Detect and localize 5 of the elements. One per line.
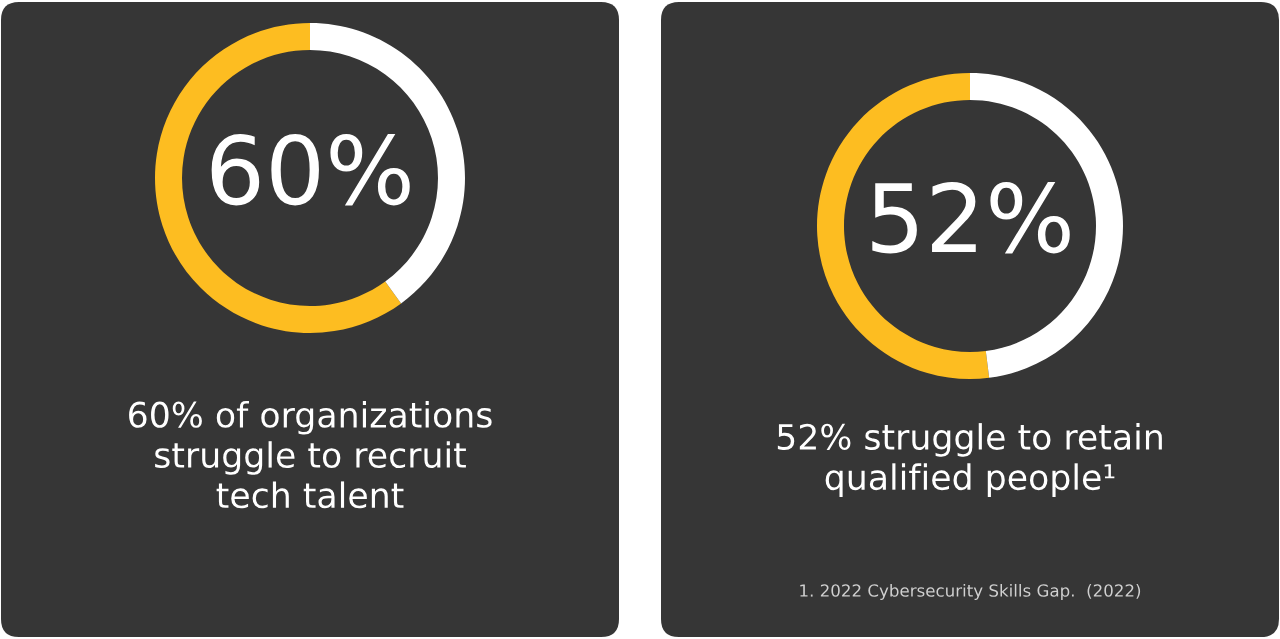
- text: 52%: [872, 181, 1070, 254]
- text: 1. 2022 Cybersecurity Skills Gap. (2022): [800, 583, 1141, 601]
- text: 52% struggle to retain qualified people¹: [777, 423, 1162, 497]
- text: 60%: [211, 133, 410, 206]
- text: 60% of organizations struggle to recruit tech talent: [129, 401, 492, 509]
